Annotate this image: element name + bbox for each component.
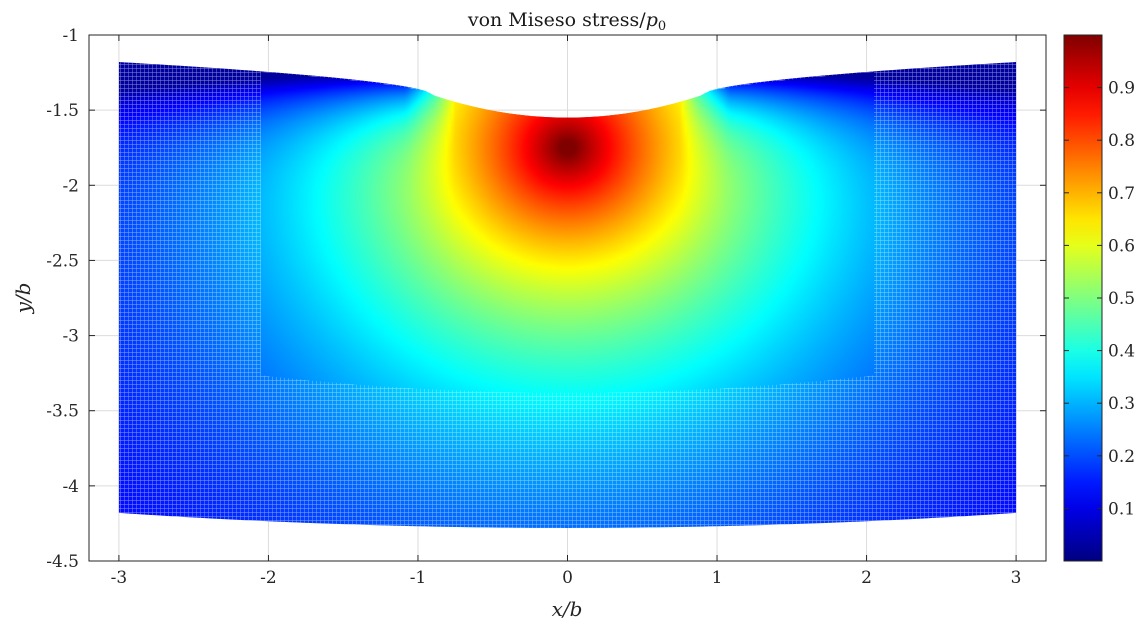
colorbar-tick-label: 0.4	[1108, 342, 1135, 362]
colorbar-ticks: 0.1 0.2 0.3 0.4 0.5 0.6 0.7 0.8 0.9	[1064, 79, 1135, 519]
chart-title: von Miseso stress/p0	[467, 9, 666, 34]
y-tick-label: -4.5	[46, 552, 79, 572]
x-tick-label: -2	[260, 568, 277, 588]
y-tick-label: -2	[62, 176, 79, 196]
chart-title-main: von Miseso stress/	[467, 9, 646, 31]
colorbar-tick-label: 0.2	[1108, 447, 1135, 467]
x-tick-label: 0	[562, 568, 573, 588]
x-tick-label: 2	[861, 568, 872, 588]
chart-title-var: p	[646, 9, 658, 31]
x-tick-label: -1	[410, 568, 427, 588]
chart-title-sub: 0	[658, 19, 666, 34]
colorbar-tick-label: 0.5	[1108, 289, 1135, 309]
colorbar-tick-label: 0.1	[1108, 499, 1135, 519]
inner-region	[260, 71, 875, 393]
x-axis: -3 -2 -1 0 1 2 3	[111, 35, 1022, 588]
colorbar-tick-label: 0.3	[1108, 394, 1135, 414]
y-axis: -1 -1.5 -2 -2.5 -3 -3.5 -4 -4.5	[46, 26, 1046, 572]
y-tick-label: -1	[62, 26, 79, 46]
colorbar-tick-label: 0.8	[1108, 131, 1135, 151]
y-tick-label: -2.5	[46, 251, 79, 271]
x-tick-label: 3	[1011, 568, 1022, 588]
x-axis-label: x/b	[552, 597, 583, 621]
colorbar-tick-label: 0.9	[1108, 79, 1135, 99]
colorbar-tick-label: 0.7	[1108, 184, 1135, 204]
colorbar	[1063, 34, 1103, 562]
x-tick-label: 1	[712, 568, 723, 588]
y-axis-label: y/b	[11, 283, 35, 315]
y-tick-label: -3	[62, 327, 79, 347]
y-tick-label: -3.5	[46, 402, 79, 422]
x-tick-label: -3	[111, 568, 128, 588]
colorbar-tick-label: 0.6	[1108, 236, 1135, 256]
y-tick-label: -1.5	[46, 101, 79, 121]
y-tick-label: -4	[62, 477, 79, 497]
stress-field-image-inner	[260, 71, 875, 393]
